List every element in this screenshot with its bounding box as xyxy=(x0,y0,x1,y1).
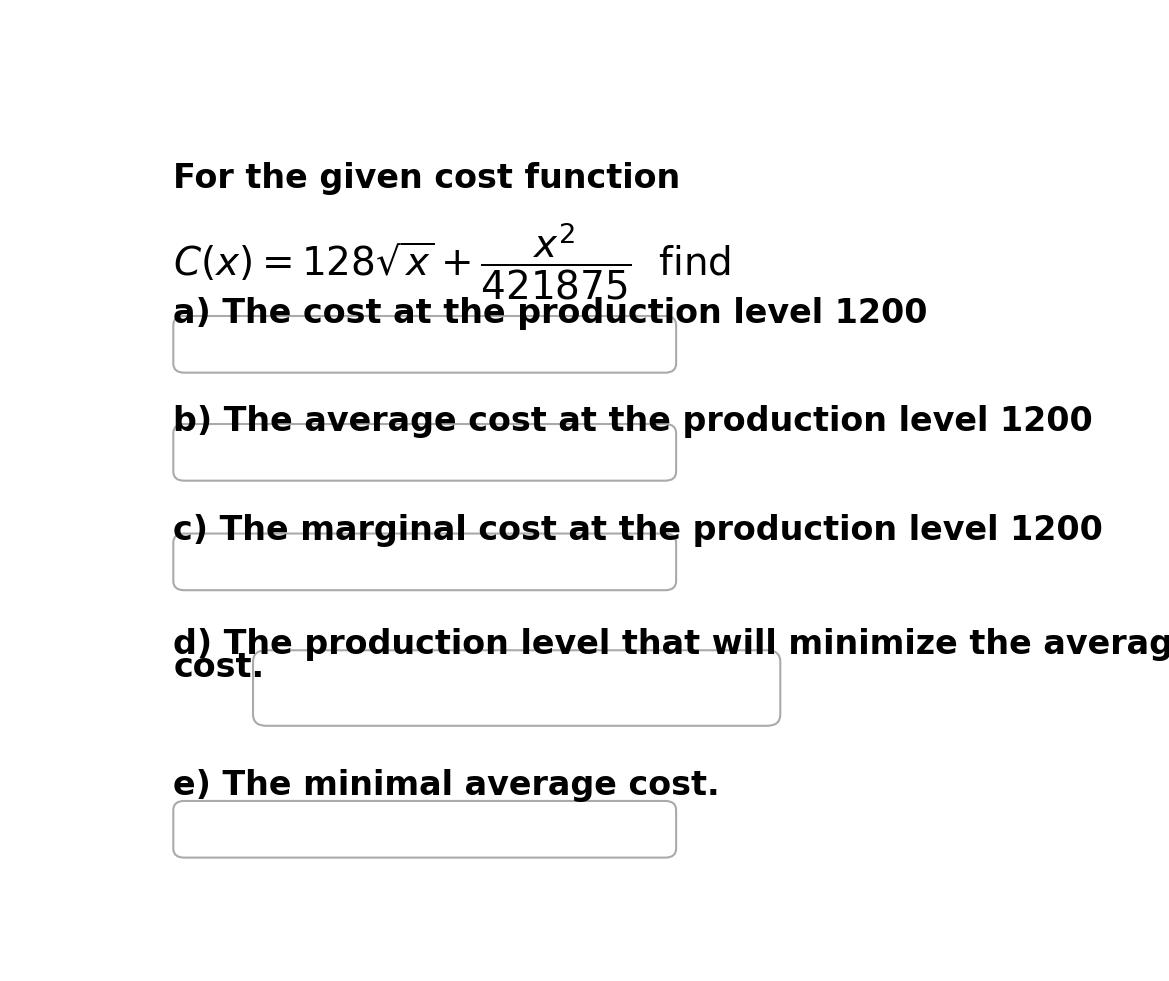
Text: b) The average cost at the production level 1200: b) The average cost at the production le… xyxy=(173,405,1093,438)
FancyBboxPatch shape xyxy=(173,316,676,373)
FancyBboxPatch shape xyxy=(173,534,676,591)
FancyBboxPatch shape xyxy=(173,800,676,857)
Text: For the given cost function: For the given cost function xyxy=(173,162,680,194)
FancyBboxPatch shape xyxy=(253,650,781,726)
Text: e) The minimal average cost.: e) The minimal average cost. xyxy=(173,769,720,801)
Text: a) The cost at the production level 1200: a) The cost at the production level 1200 xyxy=(173,297,928,331)
Text: $\mathit{C}(\mathit{x}) = 128\sqrt{\mathit{x}} + \dfrac{\mathit{x}^2}{421875}$  : $\mathit{C}(\mathit{x}) = 128\sqrt{\math… xyxy=(173,220,731,301)
Text: d) The production level that will minimize the average: d) The production level that will minimi… xyxy=(173,628,1169,660)
Text: cost.: cost. xyxy=(173,651,264,684)
FancyBboxPatch shape xyxy=(173,424,676,481)
Text: c) The marginal cost at the production level 1200: c) The marginal cost at the production l… xyxy=(173,514,1104,547)
